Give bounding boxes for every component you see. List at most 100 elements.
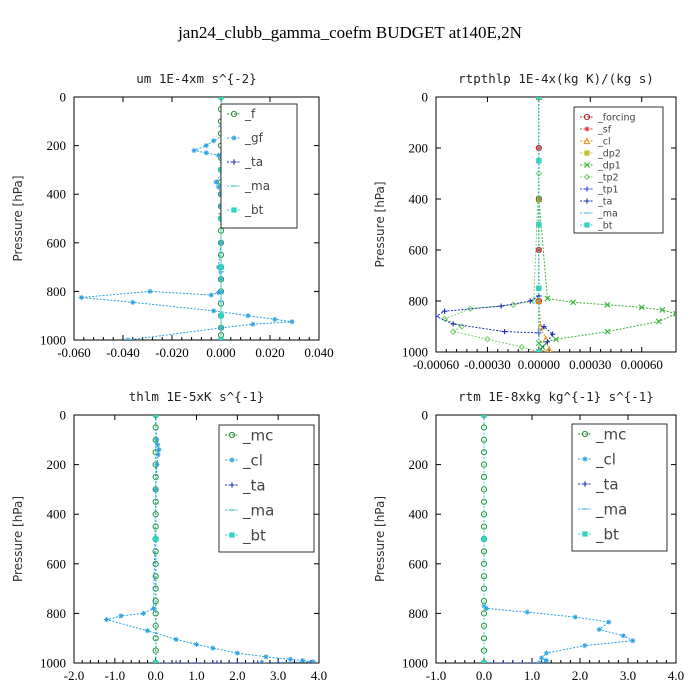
data-point [630, 638, 636, 644]
legend-entry: _gf [244, 131, 264, 145]
data-point [125, 337, 131, 340]
y-tick-label: 0 [60, 90, 67, 105]
data-point [659, 306, 666, 313]
legend: _forcing_sf_cl_dp2_dp1_tp2_tp1_ta_ma_bt [573, 106, 664, 234]
data-point [582, 643, 588, 649]
data-point [519, 660, 525, 663]
legend-marker [584, 198, 590, 204]
data-point [156, 447, 162, 453]
y-tick-label: 600 [47, 556, 67, 571]
data-point [154, 462, 160, 468]
x-tick-label: -0.00030 [464, 357, 511, 372]
panel-2: rtpthlp 1E-4x(kg K)/(kg s) Pressure [hPa]… [373, 71, 677, 372]
series-line-dp1 [537, 97, 676, 352]
data-point [155, 442, 161, 448]
data-point [544, 339, 551, 345]
legend-entry: _bt [244, 203, 264, 217]
legend-entry: _dp2 [597, 148, 621, 159]
legend-marker [583, 113, 591, 121]
data-point [535, 170, 543, 177]
legend-marker [231, 135, 237, 141]
data-point [300, 657, 306, 663]
data-point [213, 179, 219, 185]
data-point [524, 609, 530, 615]
y-tick-label: 800 [409, 606, 429, 621]
y-tick-label: 1000 [40, 333, 66, 348]
panel-title: rtpthlp 1E-4x(kg K)/(kg s) [458, 71, 654, 86]
plot-frame [435, 414, 677, 664]
legend-marker [582, 456, 588, 462]
data-point [638, 304, 645, 311]
y-axis-label: Pressure [hPa] [373, 181, 387, 267]
panel-title: um 1E-4xm s^{-2} [136, 71, 256, 86]
data-point [484, 335, 491, 343]
data-point [193, 660, 200, 663]
data-point [218, 313, 224, 319]
data-point [208, 292, 214, 298]
legend-marker [583, 137, 591, 145]
legend-marker [584, 126, 590, 132]
data-point [272, 316, 278, 322]
x-tick-label: 2.0 [229, 668, 245, 683]
y-axis-label: Pressure [hPa] [11, 496, 25, 582]
data-point [572, 614, 578, 620]
legend-marker [229, 482, 235, 488]
x-tick-label: 0.0 [148, 668, 164, 683]
panel-title: rtm 1E-8xkg kg^{-1} s^{-1} [458, 389, 654, 404]
data-point [536, 285, 542, 291]
x-tick-label: -1.0 [426, 668, 447, 683]
y-axis-label: Pressure [hPa] [11, 175, 25, 261]
data-point [481, 415, 487, 418]
legend-box [573, 106, 664, 234]
x-tick-label: -2.0 [64, 668, 85, 683]
legend-marker [584, 186, 590, 192]
data-point [203, 143, 209, 149]
data-point [549, 331, 556, 337]
legend-entry: _tp1 [597, 184, 619, 195]
data-point [518, 343, 526, 351]
data-point [510, 660, 516, 663]
data-point [78, 294, 84, 301]
data-point [553, 336, 559, 343]
y-tick-label: 600 [409, 243, 429, 258]
y-tick-label: 0 [60, 408, 67, 423]
y-tick-label: 800 [47, 284, 67, 299]
y-tick-label: 1000 [40, 656, 66, 671]
data-point [604, 301, 611, 308]
data-point [604, 328, 611, 335]
data-point [191, 147, 197, 154]
data-point [620, 633, 626, 639]
data-point [527, 298, 533, 304]
panels: um 1E-4xm s^{-2} Pressure [hPa] 0 200 400 600… [11, 71, 684, 683]
y-tick-label: 400 [409, 192, 429, 207]
data-point [536, 247, 542, 253]
legend-marker [228, 431, 236, 439]
legend-entry: _dp1 [597, 160, 621, 171]
y-axis-label: Pressure [hPa] [373, 496, 387, 582]
data-point [173, 660, 179, 663]
y-tick-label: 400 [409, 507, 429, 522]
x-tick-label: -0.00060 [413, 357, 460, 372]
data-point [536, 221, 542, 228]
data-point [218, 337, 224, 340]
panel-title: thlm 1E-5xK s^{-1} [129, 389, 264, 404]
legend: _f _gf _ta _ma _bt [220, 103, 298, 229]
series-line-ta [436, 97, 554, 352]
series-line-ta [483, 415, 532, 663]
data-point [210, 645, 216, 651]
x-tick-label: 2.0 [572, 668, 588, 683]
data-point [546, 345, 553, 352]
legend-marker [584, 222, 590, 228]
data-point [441, 308, 448, 314]
legend: _mc _cl _ta _ma _bt [571, 423, 668, 552]
data-point [544, 295, 551, 302]
legend-entry: _cl [597, 136, 611, 147]
legend-entry: _ta [595, 475, 619, 494]
data-point [151, 605, 157, 612]
x-tick-label: 0.000 [206, 345, 235, 360]
data-point [287, 656, 294, 662]
legend-entry: _f [244, 107, 256, 121]
legend-box [220, 103, 298, 229]
data-point [153, 437, 160, 443]
